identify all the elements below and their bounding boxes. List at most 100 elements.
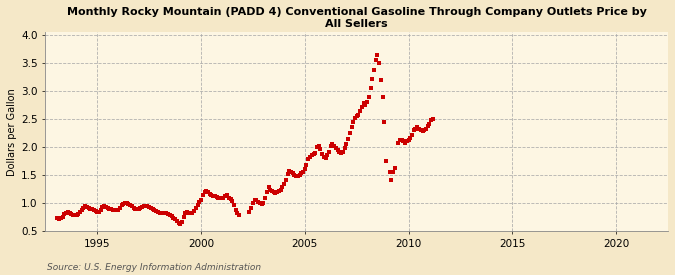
Point [70, 213, 80, 218]
Point [288, 171, 298, 176]
Point [320, 156, 331, 161]
Point [202, 190, 213, 195]
Point [279, 182, 290, 186]
Point [427, 117, 438, 121]
Point [128, 205, 139, 210]
Point [273, 189, 284, 193]
Point [384, 170, 395, 175]
Point [62, 210, 73, 214]
Point [230, 208, 241, 212]
Point [372, 52, 383, 57]
Point [184, 210, 194, 215]
Point [130, 207, 140, 211]
Point [215, 195, 225, 200]
Point [423, 123, 433, 128]
Point [369, 67, 379, 72]
Point [267, 189, 277, 193]
Point [209, 194, 220, 199]
Point [303, 157, 314, 162]
Point [59, 212, 70, 216]
Point [335, 150, 346, 155]
Point [381, 159, 392, 163]
Point [227, 199, 238, 204]
Point [149, 208, 160, 212]
Point [284, 168, 295, 173]
Point [306, 153, 317, 158]
Point [61, 210, 72, 215]
Point [249, 197, 260, 202]
Point [254, 201, 265, 205]
Point [119, 200, 130, 205]
Point [126, 204, 137, 209]
Point [280, 177, 291, 182]
Point [363, 94, 374, 99]
Point [334, 149, 345, 154]
Point [88, 208, 99, 212]
Point [301, 163, 312, 167]
Point [92, 210, 103, 214]
Point [116, 203, 127, 208]
Point [300, 167, 310, 172]
Point [90, 209, 101, 213]
Point [180, 211, 191, 215]
Point [329, 144, 340, 148]
Point [80, 204, 90, 209]
Point [138, 204, 149, 208]
Point [154, 211, 165, 215]
Point [244, 209, 254, 214]
Point [199, 190, 210, 194]
Point [265, 188, 275, 192]
Point [78, 205, 88, 210]
Point [393, 140, 404, 145]
Point [331, 146, 342, 150]
Point [147, 207, 158, 211]
Point [296, 171, 306, 176]
Point [251, 198, 262, 202]
Point [104, 207, 115, 211]
Point [99, 204, 109, 209]
Point [168, 216, 179, 220]
Point [418, 128, 429, 133]
Point [197, 192, 208, 197]
Point [52, 216, 63, 221]
Point [291, 174, 302, 178]
Point [234, 213, 244, 218]
Point [268, 190, 279, 194]
Point [118, 202, 129, 206]
Point [85, 207, 96, 211]
Point [346, 125, 357, 130]
Point [256, 202, 267, 207]
Point [421, 127, 431, 131]
Point [106, 207, 117, 211]
Point [101, 205, 111, 209]
Point [86, 207, 97, 211]
Point [343, 136, 354, 141]
Point [113, 208, 124, 212]
Point [151, 209, 161, 213]
Point [341, 142, 352, 147]
Point [83, 206, 94, 210]
Point [57, 214, 68, 219]
Point [248, 201, 259, 205]
Point [134, 207, 144, 211]
Point [360, 103, 371, 107]
Point [114, 206, 125, 210]
Point [220, 194, 231, 199]
Point [213, 195, 223, 200]
Point [414, 127, 425, 131]
Point [144, 205, 155, 209]
Point [340, 146, 350, 150]
Point [232, 210, 243, 215]
Point [82, 205, 92, 209]
Point [102, 206, 113, 210]
Point [356, 104, 367, 109]
Point [355, 108, 366, 113]
Point [403, 138, 414, 142]
Point [353, 112, 364, 117]
Point [377, 94, 388, 99]
Point [196, 197, 207, 202]
Point [412, 125, 423, 130]
Point [217, 196, 227, 200]
Point [258, 201, 269, 205]
Point [322, 153, 333, 158]
